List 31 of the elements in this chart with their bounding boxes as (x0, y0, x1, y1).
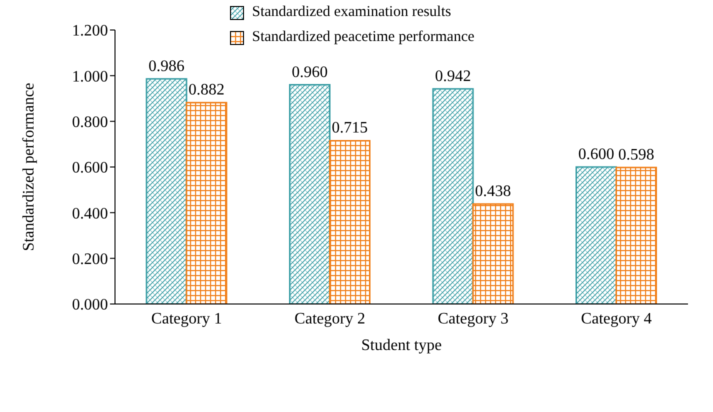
data-label: 0.600 (578, 146, 614, 163)
y-tick-label: 0.400 (72, 205, 108, 222)
legend-label: Standardized examination results (252, 4, 452, 21)
data-label: 0.438 (475, 182, 512, 200)
x-tick-label: Category 4 (581, 310, 652, 328)
bar (146, 78, 188, 304)
data-label: 0.715 (332, 120, 368, 137)
x-axis-title: Student type (361, 337, 442, 354)
bar (432, 88, 474, 304)
bar (472, 203, 514, 304)
data-label: 0.960 (292, 64, 328, 81)
bar (329, 140, 371, 304)
bar (186, 102, 228, 304)
bar (616, 166, 658, 304)
data-label: 0.882 (188, 82, 225, 99)
x-tick-label: Category 3 (438, 310, 508, 328)
x-tick-label: Category 1 (151, 310, 222, 328)
data-label: 0.942 (435, 68, 472, 85)
y-axis-title: Standardized performance (20, 82, 38, 252)
y-tick-label: 1.000 (72, 68, 108, 86)
data-label: 0.986 (148, 58, 185, 75)
bar (576, 166, 618, 304)
y-tick-label: 0.600 (72, 160, 108, 177)
legend-label: Standardized peacetime performance (252, 29, 474, 46)
y-tick-label: 0.200 (72, 251, 108, 268)
bar (289, 84, 331, 304)
data-label: 0.598 (618, 146, 654, 164)
y-tick-label: 0.800 (72, 114, 108, 132)
y-tick-label: 0.000 (72, 296, 108, 314)
y-tick-label: 1.200 (72, 22, 108, 40)
x-tick-label: Category 2 (294, 310, 366, 328)
